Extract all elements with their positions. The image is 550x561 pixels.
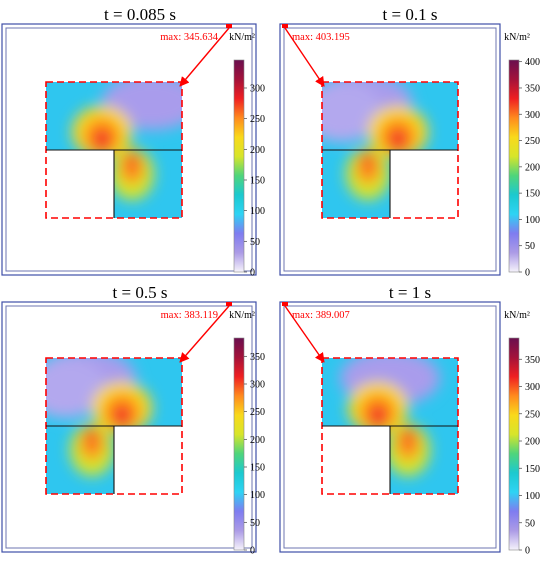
colorbar-tick-label: 100: [525, 215, 540, 226]
outer-frame: [279, 301, 501, 553]
colorbar-tick-label: 150: [525, 464, 540, 475]
max-label: max: 383.119: [161, 310, 218, 321]
contour-plot: [45, 81, 183, 219]
colorbar-tick-label: 300: [250, 379, 265, 390]
panel-title: t = 0.085 s: [104, 5, 176, 24]
colorbar-tick-label: 100: [525, 491, 540, 502]
colorbar-tick-label: 350: [250, 352, 265, 363]
colorbar-tick-label: 300: [250, 83, 265, 94]
colorbar-tick-label: 150: [250, 462, 265, 473]
max-label: max: 403.195: [292, 32, 350, 43]
max-label: max: 389.007: [292, 310, 350, 321]
colorbar-tick-label: 300: [525, 110, 540, 121]
colorbar-tick-label: 250: [250, 114, 265, 125]
colorbar-tick-label: 250: [525, 409, 540, 420]
panel-title: t = 1 s: [389, 283, 431, 302]
colorbar-tick-label: 100: [250, 206, 265, 217]
unit-label: kN/m²: [504, 310, 530, 321]
outer-frame: [1, 23, 257, 276]
colorbar-tick-label: 0: [250, 268, 255, 279]
colorbar-tick-label: 200: [250, 145, 265, 156]
colorbar-tick-label: 400: [525, 57, 540, 68]
contour-plot: [321, 357, 459, 495]
unit-label: kN/m²: [229, 32, 255, 43]
contour-plot: [45, 357, 183, 495]
colorbar-tick-label: 50: [525, 241, 535, 252]
colorbar-tick-label: 200: [525, 162, 540, 173]
colorbar-tick-label: 250: [250, 407, 265, 418]
colorbar-tick-label: 350: [525, 355, 540, 366]
colorbar-tick-label: 0: [525, 546, 530, 557]
panel-title: t = 0.1 s: [383, 5, 438, 24]
colorbar: kN/m² 300 250 200 150 100 50 0: [229, 32, 265, 279]
colorbar-tick-label: 100: [250, 490, 265, 501]
outer-frame: [1, 301, 257, 553]
colorbar-tick-label: 50: [250, 518, 260, 529]
max-label: max: 345.634: [160, 32, 218, 43]
unit-label: kN/m²: [504, 32, 530, 43]
colorbar: kN/m² 350 300 250 200 150 100 50 0: [229, 310, 265, 557]
colorbar-tick-label: 0: [525, 268, 530, 279]
panel-title: t = 0.5 s: [113, 283, 168, 302]
panel-4: t = 1 s max: 389.007 kN/m² 350 300 250 200 1…: [279, 283, 540, 557]
colorbar-tick-label: 50: [250, 237, 260, 248]
colorbar-tick-label: 200: [250, 435, 265, 446]
colorbar: kN/m² 400 350 300 250 200 150 100 50 0: [504, 32, 540, 279]
colorbar-tick-label: 300: [525, 382, 540, 393]
panel-1: t = 0.085 s max: 345.634 kN/m² 300 250 200…: [1, 5, 265, 279]
colorbar-tick-label: 50: [525, 518, 535, 529]
colorbar-tick-label: 350: [525, 83, 540, 94]
outer-frame: [279, 23, 501, 276]
panel-2: t = 0.1 s max: 403.195 kN/m² 400 350 300 25…: [279, 5, 540, 279]
colorbar-tick-label: 150: [525, 189, 540, 200]
contour-plot: [321, 81, 459, 219]
colorbar: kN/m² 350 300 250 200 150 100 50 0: [504, 310, 540, 557]
colorbar-tick-label: 150: [250, 175, 265, 186]
colorbar-tick-label: 0: [250, 546, 255, 557]
panel-3: t = 0.5 s max: 383.119 kN/m² 350 300 250 20…: [1, 283, 265, 557]
colorbar-tick-label: 200: [525, 437, 540, 448]
unit-label: kN/m²: [229, 310, 255, 321]
colorbar-tick-label: 250: [525, 136, 540, 147]
